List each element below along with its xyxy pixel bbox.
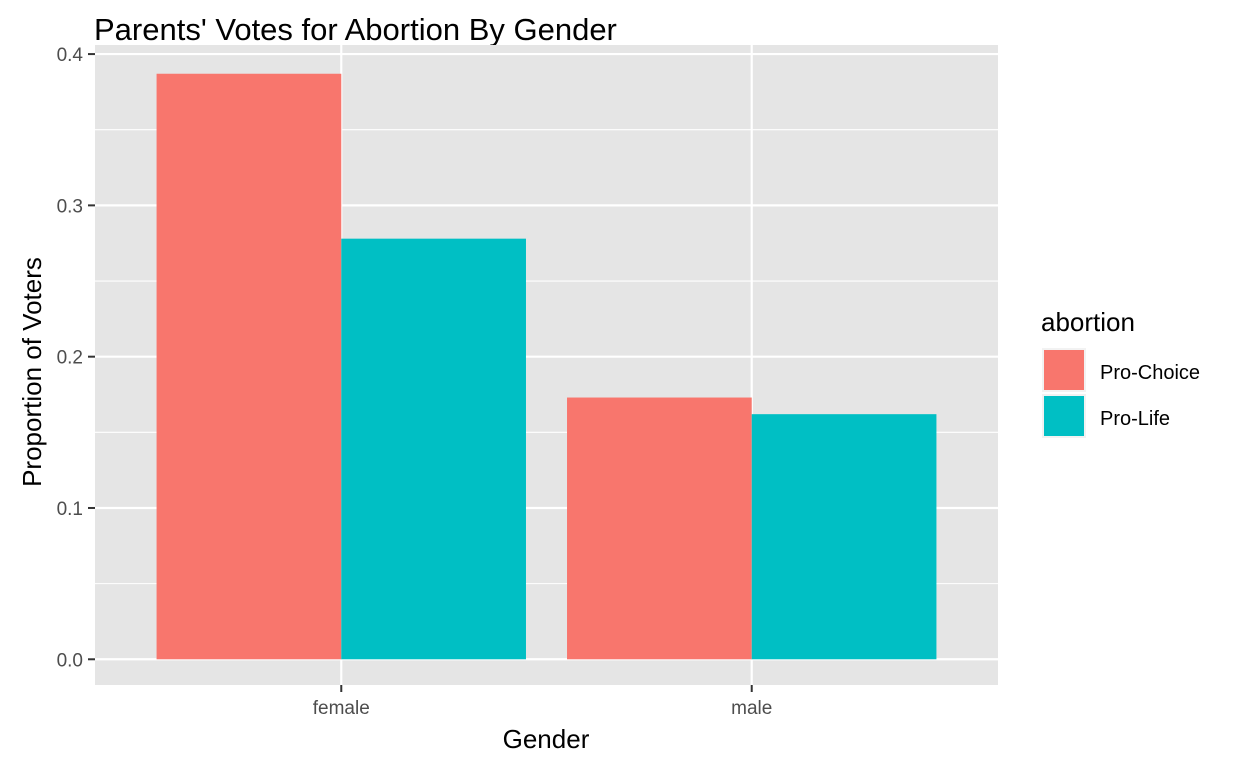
legend-swatch-pro-life bbox=[1044, 396, 1084, 436]
bar-female-pro-life bbox=[341, 238, 526, 660]
bar-male-pro-choice bbox=[567, 397, 752, 660]
x-axis-title: Gender bbox=[503, 724, 590, 754]
legend-swatch-pro-choice bbox=[1044, 350, 1084, 390]
legend-item-pro-choice: Pro-Choice bbox=[1042, 348, 1200, 392]
y-tick-label: 0.1 bbox=[57, 499, 83, 520]
x-tick-label-female: female bbox=[313, 698, 370, 719]
legend-title: abortion bbox=[1041, 307, 1135, 337]
y-tick-label: 0.3 bbox=[57, 196, 83, 217]
bars-group bbox=[156, 73, 937, 660]
y-axis-title: Proportion of Voters bbox=[17, 257, 47, 487]
legend-item-pro-life: Pro-Life bbox=[1042, 394, 1170, 438]
chart-title: Parents' Votes for Abortion By Gender bbox=[94, 12, 617, 47]
x-tick-label-male: male bbox=[731, 698, 772, 719]
x-axis: female male bbox=[313, 685, 772, 719]
y-axis: 0.0 0.1 0.2 0.3 0.4 bbox=[57, 45, 95, 671]
bar-male-pro-life bbox=[751, 414, 937, 660]
y-tick-label: 0.2 bbox=[57, 348, 83, 369]
legend-label-pro-life: Pro-Life bbox=[1100, 408, 1170, 430]
legend-label-pro-choice: Pro-Choice bbox=[1100, 362, 1200, 384]
y-tick-label: 0.0 bbox=[57, 650, 83, 671]
legend: abortion Pro-Choice Pro-Life bbox=[1041, 307, 1200, 438]
bar-female-pro-choice bbox=[156, 73, 342, 660]
y-tick-label: 0.4 bbox=[57, 45, 84, 66]
